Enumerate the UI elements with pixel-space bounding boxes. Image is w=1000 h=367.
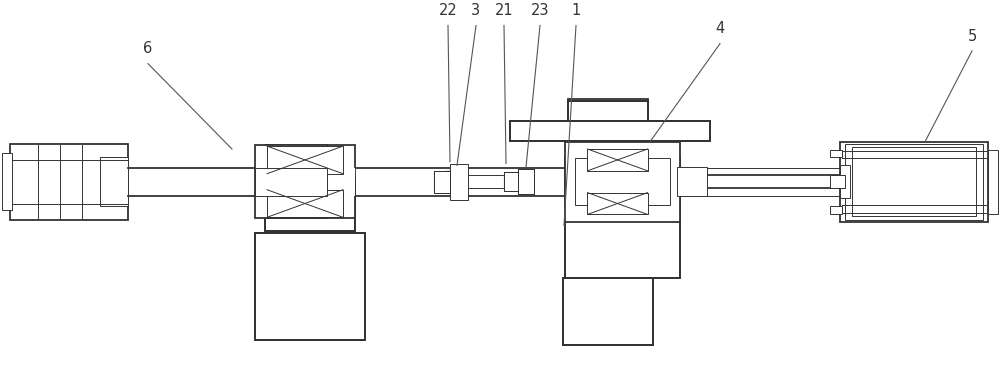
Bar [265, 178, 355, 231]
Text: 22: 22 [439, 3, 457, 18]
Bar [565, 158, 680, 278]
Bar [265, 178, 355, 231]
Text: 23: 23 [531, 3, 549, 18]
Bar [580, 142, 665, 149]
Text: 4: 4 [715, 21, 725, 36]
Bar [587, 149, 648, 171]
Bar [10, 143, 128, 220]
Text: 21: 21 [495, 3, 513, 18]
Bar [510, 121, 710, 141]
Bar [518, 169, 534, 194]
Bar [568, 99, 648, 121]
Text: 5: 5 [967, 29, 977, 44]
Bar [568, 101, 648, 121]
Bar [267, 190, 343, 217]
Text: 1: 1 [571, 3, 581, 18]
Bar [852, 147, 976, 216]
Bar [255, 168, 327, 196]
Bar [267, 146, 343, 174]
Bar [563, 278, 653, 345]
Bar [840, 142, 988, 222]
Bar [830, 175, 845, 188]
Bar [2, 153, 12, 210]
Bar [255, 233, 365, 340]
Bar [830, 150, 842, 157]
Bar [565, 142, 680, 222]
Bar [265, 145, 355, 218]
Bar [988, 150, 998, 214]
Bar [565, 158, 680, 278]
Bar [504, 172, 518, 191]
Bar [568, 101, 648, 121]
Bar [468, 175, 515, 188]
Bar [510, 121, 710, 141]
Bar [563, 278, 653, 345]
Text: 3: 3 [471, 3, 481, 18]
Bar [434, 171, 450, 193]
Bar [845, 143, 983, 220]
Bar [518, 169, 534, 194]
Bar [677, 167, 707, 196]
Bar [504, 172, 518, 191]
Bar [450, 164, 468, 200]
Bar [265, 168, 355, 196]
Bar [255, 233, 365, 340]
Bar [575, 158, 670, 205]
Bar [100, 157, 128, 206]
Bar [840, 166, 850, 198]
Text: 6: 6 [143, 41, 153, 57]
Bar [434, 171, 450, 193]
Bar [587, 193, 648, 214]
Bar [570, 149, 675, 158]
Bar [830, 206, 842, 214]
Bar [255, 145, 327, 218]
